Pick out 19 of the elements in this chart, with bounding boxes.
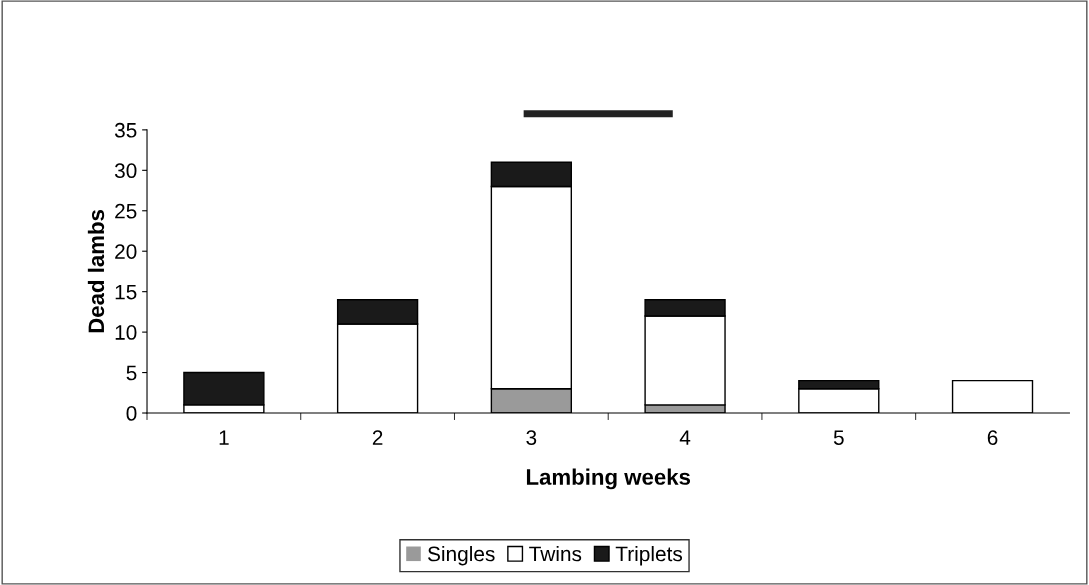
y-tick-label: 10 xyxy=(115,325,137,340)
legend-label: Singles xyxy=(427,545,495,566)
y-tick-label: 30 xyxy=(114,163,137,179)
y-tick-label: 25 xyxy=(115,203,137,219)
y-tick-label: 35 xyxy=(114,122,137,138)
x-tick-label: 2 xyxy=(372,430,383,445)
x-tick-label: 4 xyxy=(679,430,691,445)
x-tick-label: 5 xyxy=(833,430,844,445)
x-axis-title: Lambing weeks xyxy=(526,468,691,490)
x-tick-label: 6 xyxy=(987,430,998,445)
y-axis-title: Dead lambs xyxy=(87,209,105,333)
y-tick-label: 5 xyxy=(126,365,137,381)
x-tick-label: 1 xyxy=(219,430,229,445)
legend-label: Twins xyxy=(529,545,582,562)
y-tick-label: 15 xyxy=(115,284,137,300)
y-tick-label: 20 xyxy=(115,244,137,259)
x-tick-label: 3 xyxy=(526,430,537,445)
legend-label: Triplets xyxy=(615,545,683,566)
y-tick-label: 0 xyxy=(126,406,137,421)
